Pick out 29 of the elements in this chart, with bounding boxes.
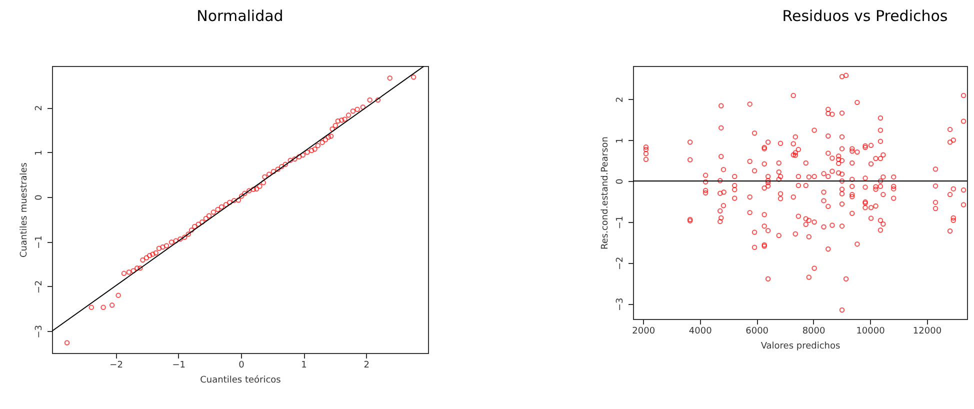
- y-axis-title: Res.cond.estand.Pearson: [600, 136, 610, 250]
- x-tick-label: −1: [172, 360, 186, 370]
- x-tick-label: 6000: [746, 326, 769, 336]
- x-tick-label: 10000: [856, 326, 886, 336]
- y-tick-label: −1: [616, 216, 626, 230]
- y-tick-label: −2: [34, 280, 44, 294]
- y-tick-label: 1: [616, 138, 626, 144]
- x-tick-label: 12000: [912, 326, 942, 336]
- x-axis-title: Valores predichos: [760, 342, 840, 352]
- y-tick-label: −1: [34, 236, 44, 249]
- y-tick-label: 0: [34, 194, 44, 200]
- x-tick-label: 4000: [688, 326, 712, 336]
- x-tick-label: −2: [110, 360, 123, 370]
- y-tick-label: −3: [616, 298, 626, 311]
- x-axis-title: Cuantiles teóricos: [200, 374, 282, 386]
- y-tick-label: 2: [616, 96, 626, 103]
- x-tick-label: 8000: [802, 326, 826, 336]
- y-tick-label: 0: [616, 178, 626, 184]
- y-tick-label: 2: [34, 105, 44, 111]
- x-tick-label: 0: [238, 360, 245, 370]
- chart-title: Residuos vs Predichos: [782, 7, 948, 25]
- x-tick-label: 1: [301, 360, 307, 370]
- y-axis-title: Cuantiles muestrales: [20, 162, 30, 258]
- x-tick-label: 2: [364, 360, 370, 370]
- y-tick-label: 1: [34, 150, 44, 156]
- y-tick-label: −2: [616, 256, 626, 270]
- x-tick-label: 2000: [632, 326, 656, 336]
- y-tick-label: −3: [34, 324, 44, 338]
- chart-title: Normalidad: [196, 7, 284, 25]
